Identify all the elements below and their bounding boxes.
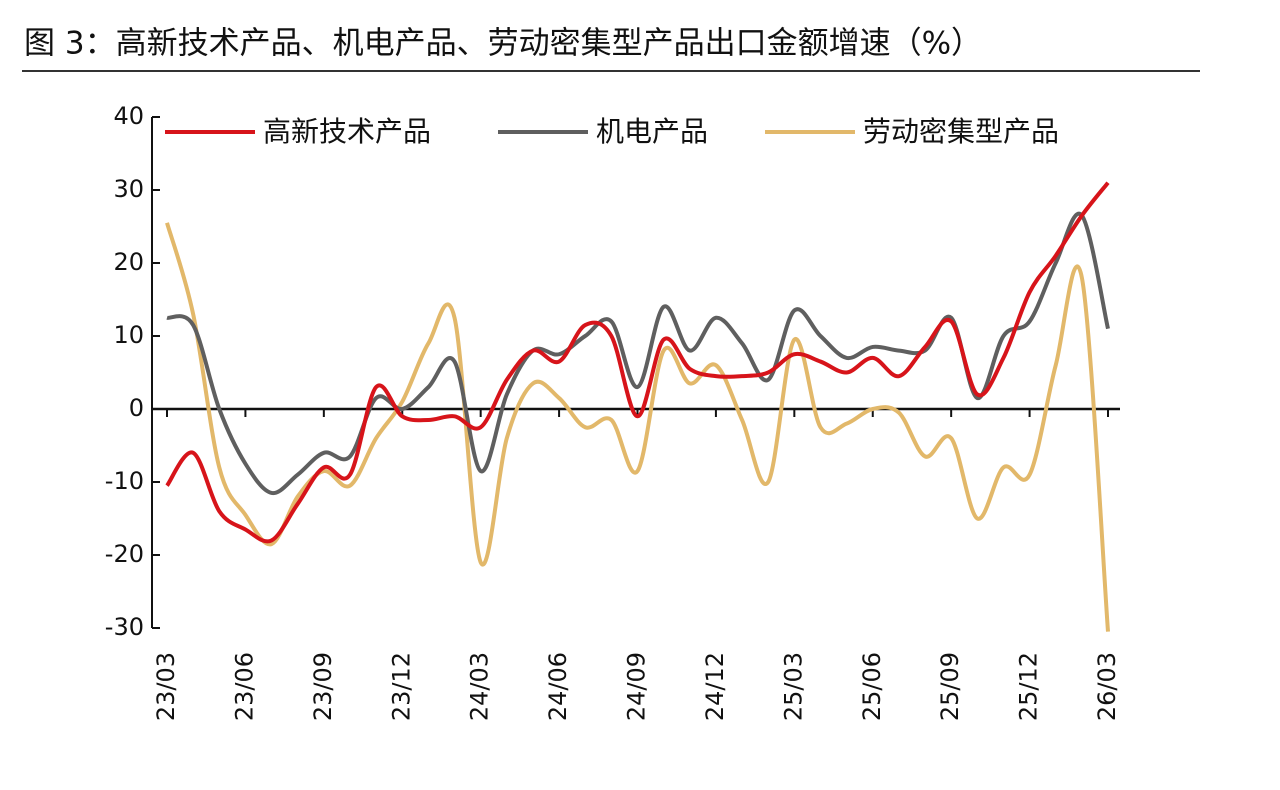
x-tick-label: 25/12 bbox=[1015, 652, 1043, 721]
x-tick-label: 26/03 bbox=[1093, 652, 1121, 721]
y-tick-label: -30 bbox=[105, 613, 144, 641]
y-tick-label: 20 bbox=[113, 248, 144, 276]
y-tick-label: -20 bbox=[105, 540, 144, 568]
series-line bbox=[165, 222, 1110, 632]
x-tick-label: 23/03 bbox=[152, 652, 180, 721]
legend-label: 机电产品 bbox=[596, 115, 708, 148]
legend-label: 高新技术产品 bbox=[263, 115, 431, 148]
x-tick-label: 24/12 bbox=[701, 652, 729, 721]
y-tick-label: 30 bbox=[113, 175, 144, 203]
y-tick-label: -10 bbox=[105, 467, 144, 495]
x-tick-label: 24/06 bbox=[544, 652, 572, 721]
x-tick-label: 23/09 bbox=[309, 652, 337, 721]
x-tick-label: 25/09 bbox=[936, 652, 964, 721]
x-tick-label: 24/03 bbox=[466, 652, 494, 721]
legend-label: 劳动密集型产品 bbox=[863, 115, 1059, 148]
x-tick-label: 25/03 bbox=[779, 652, 807, 721]
x-tick-label: 23/12 bbox=[387, 652, 415, 721]
series-line bbox=[165, 181, 1110, 544]
x-tick-label: 25/06 bbox=[858, 652, 886, 721]
y-tick-label: 10 bbox=[113, 321, 144, 349]
series-line bbox=[166, 211, 1110, 495]
y-tick-label: 0 bbox=[129, 394, 144, 422]
y-tick-label: 40 bbox=[113, 102, 144, 130]
x-tick-label: 24/09 bbox=[623, 652, 651, 721]
x-tick-label: 23/06 bbox=[230, 652, 258, 721]
chart-title: 图 3：高新技术产品、机电产品、劳动密集型产品出口金额增速（%） bbox=[24, 26, 982, 62]
